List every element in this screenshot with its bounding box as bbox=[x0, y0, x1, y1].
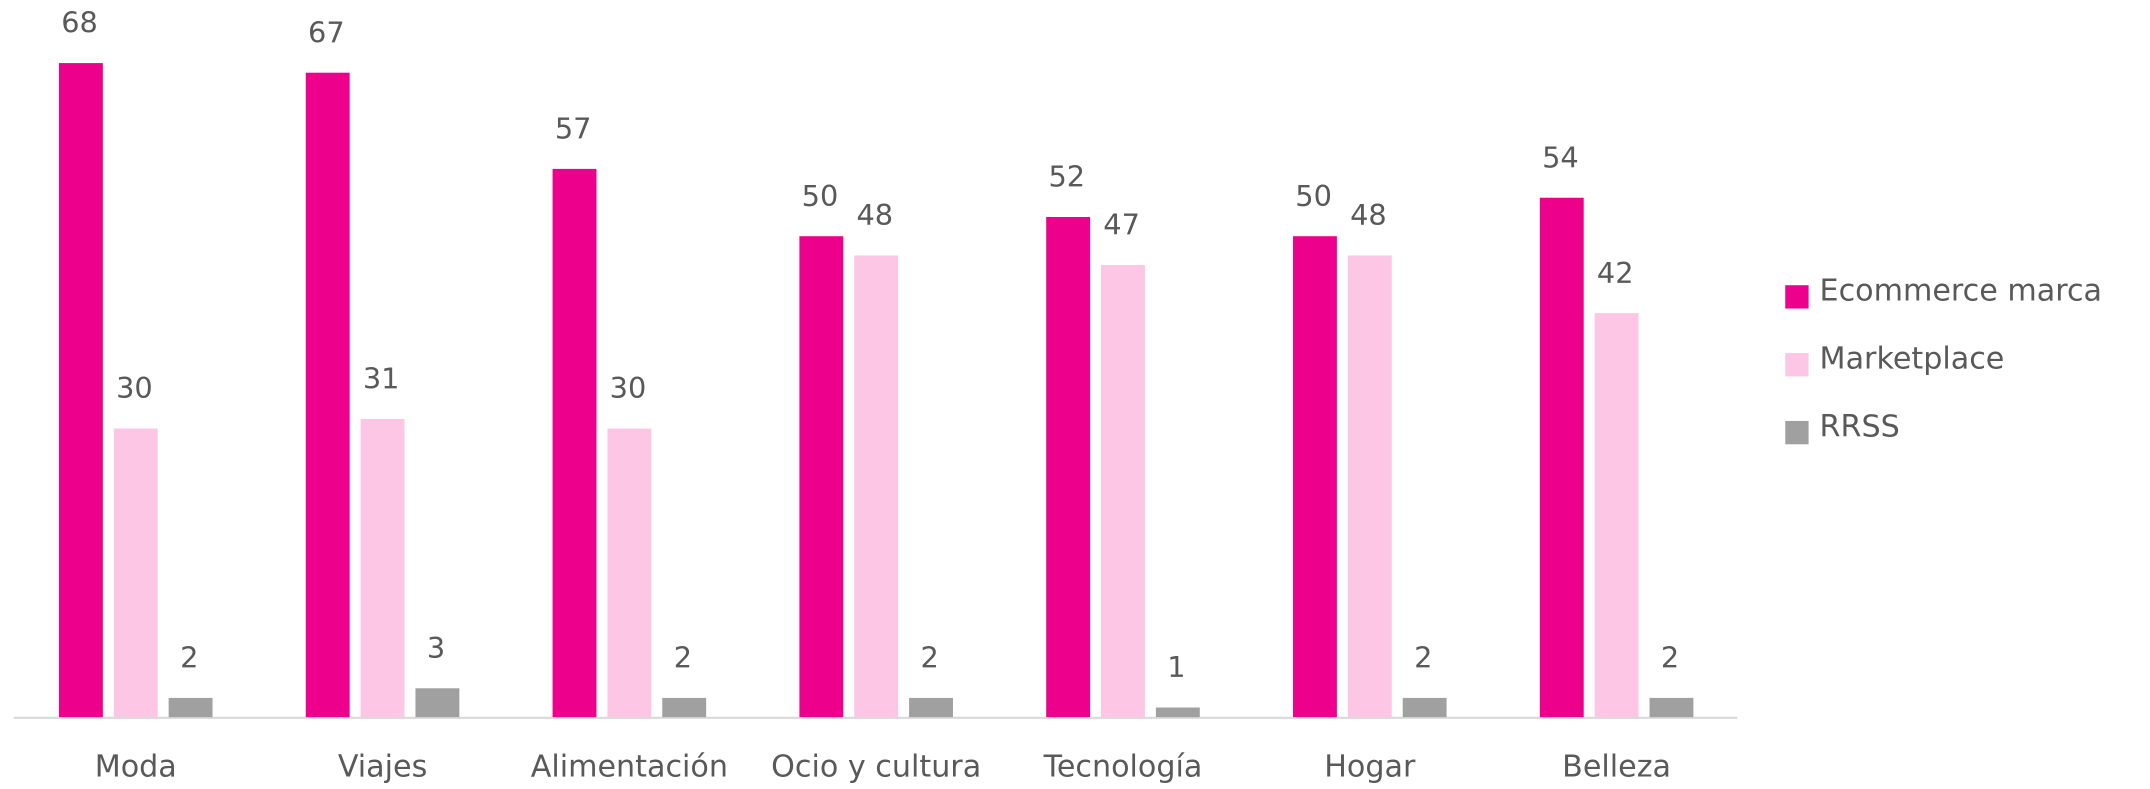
x-tick-label: Alimentación bbox=[531, 749, 728, 784]
bar bbox=[1155, 707, 1200, 718]
x-tick-label: Tecnología bbox=[1043, 749, 1203, 784]
data-label: 57 bbox=[555, 111, 592, 145]
legend-swatch bbox=[1785, 420, 1809, 445]
data-label: 48 bbox=[856, 198, 893, 232]
x-tick-label: Moda bbox=[95, 749, 177, 784]
data-label: 30 bbox=[116, 371, 153, 405]
data-label: 2 bbox=[920, 641, 938, 675]
legend-label: RRSS bbox=[1820, 409, 1900, 444]
bar bbox=[360, 418, 405, 718]
data-label: 2 bbox=[1414, 641, 1432, 675]
data-label: 52 bbox=[1048, 160, 1085, 194]
bar bbox=[415, 688, 460, 718]
data-label: 2 bbox=[1661, 641, 1679, 675]
bar bbox=[1649, 697, 1694, 718]
bar bbox=[1293, 236, 1337, 718]
bar bbox=[799, 236, 844, 718]
bar bbox=[552, 168, 597, 718]
data-label: 47 bbox=[1103, 208, 1140, 242]
x-tick-label: Belleza bbox=[1562, 749, 1671, 784]
bar bbox=[909, 697, 953, 718]
data-label: 2 bbox=[674, 641, 692, 675]
data-label: 31 bbox=[363, 362, 400, 396]
data-label: 42 bbox=[1597, 256, 1634, 290]
bar bbox=[1046, 216, 1091, 718]
legend-label: Marketplace bbox=[1820, 341, 2005, 376]
bar bbox=[113, 428, 158, 718]
data-label: 50 bbox=[802, 179, 839, 213]
bar bbox=[607, 428, 652, 718]
data-label: 2 bbox=[180, 641, 198, 675]
data-label: 67 bbox=[308, 15, 345, 49]
bar bbox=[1539, 197, 1584, 718]
bar bbox=[1101, 265, 1145, 718]
data-label: 48 bbox=[1350, 198, 1387, 232]
bar bbox=[1402, 697, 1447, 718]
x-tick-label: Ocio y cultura bbox=[771, 749, 981, 784]
bar bbox=[58, 63, 103, 718]
data-label: 68 bbox=[61, 6, 98, 40]
data-label: 54 bbox=[1542, 140, 1579, 174]
bar bbox=[662, 697, 707, 718]
legend-swatch bbox=[1785, 285, 1809, 309]
x-tick-label: Hogar bbox=[1324, 749, 1416, 784]
bar bbox=[1347, 255, 1392, 718]
data-label: 30 bbox=[610, 371, 647, 405]
bar bbox=[305, 72, 350, 718]
legend-label: Ecommerce marca bbox=[1820, 274, 2103, 309]
bar bbox=[854, 255, 899, 718]
bar bbox=[1594, 313, 1639, 718]
data-label: 1 bbox=[1167, 650, 1185, 684]
bar bbox=[168, 697, 213, 718]
x-tick-label: Viajes bbox=[338, 749, 427, 784]
data-label: 3 bbox=[427, 631, 445, 665]
data-label: 50 bbox=[1295, 179, 1332, 213]
legend-swatch bbox=[1785, 353, 1809, 377]
